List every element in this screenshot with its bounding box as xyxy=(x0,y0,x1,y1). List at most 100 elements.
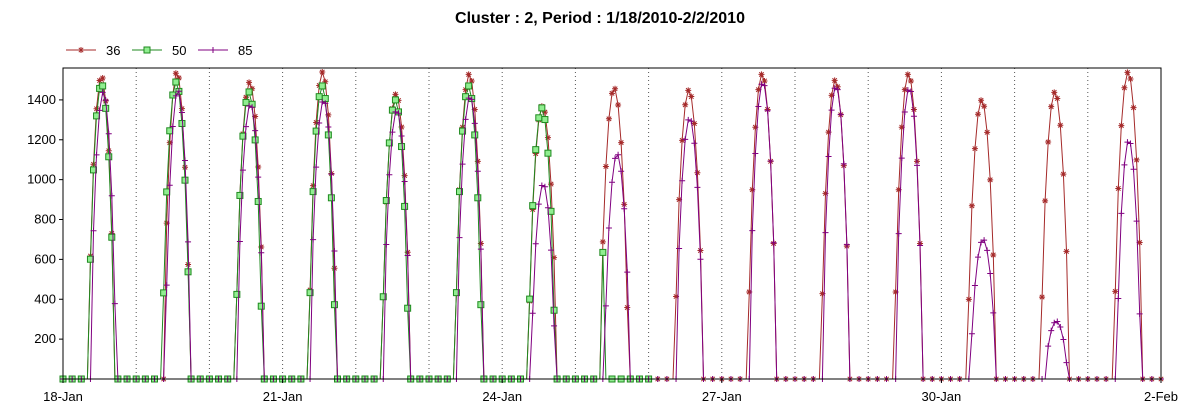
data-point-50 xyxy=(452,289,460,297)
data-point-36 xyxy=(1045,139,1052,146)
data-point-85 xyxy=(1115,295,1122,302)
data-point-85 xyxy=(978,239,985,246)
data-point-50 xyxy=(391,96,399,104)
data-point-36 xyxy=(551,254,558,261)
data-point-85 xyxy=(108,192,115,199)
data-point-50 xyxy=(462,93,470,101)
data-point-85 xyxy=(840,160,847,167)
data-point-50 xyxy=(169,91,177,99)
data-point-36 xyxy=(819,290,826,297)
data-point-36 xyxy=(462,86,469,93)
legend: 36 50 85 xyxy=(66,43,252,58)
data-point-85 xyxy=(392,108,399,115)
data-point-36 xyxy=(691,120,698,127)
data-point-85 xyxy=(386,171,393,178)
data-point-50 xyxy=(309,188,317,196)
data-point-36 xyxy=(1060,171,1067,178)
data-point-50 xyxy=(178,119,186,127)
data-point-36 xyxy=(1127,75,1134,82)
data-point-85 xyxy=(102,97,109,104)
data-point-85 xyxy=(1118,210,1125,217)
data-point-36 xyxy=(252,113,259,120)
data-point-85 xyxy=(602,302,609,309)
data-point-85 xyxy=(395,110,402,117)
data-point-36 xyxy=(609,90,615,97)
data-point-36 xyxy=(978,97,985,104)
data-point-50 xyxy=(465,82,473,90)
data-point-36 xyxy=(1042,197,1049,204)
data-point-85 xyxy=(837,111,844,118)
data-point-85 xyxy=(169,123,176,130)
data-point-85 xyxy=(544,204,551,211)
y-tick-label: 1000 xyxy=(27,172,56,187)
data-point-36 xyxy=(752,124,759,131)
data-point-50 xyxy=(245,88,253,96)
data-point-85 xyxy=(605,225,612,232)
data-point-85 xyxy=(243,123,249,130)
data-point-36 xyxy=(615,101,622,108)
data-point-85 xyxy=(914,162,920,169)
data-point-85 xyxy=(383,241,390,248)
data-point-36 xyxy=(1063,248,1070,255)
data-point-50 xyxy=(550,306,558,314)
data-point-85 xyxy=(1048,327,1055,334)
series-line-50 xyxy=(63,80,649,380)
data-point-50 xyxy=(181,176,189,184)
y-tick-label: 1200 xyxy=(27,132,56,147)
data-point-50 xyxy=(459,127,467,135)
data-point-85 xyxy=(1127,140,1134,147)
data-point-85 xyxy=(172,92,179,99)
data-point-85 xyxy=(331,247,338,254)
data-point-50 xyxy=(477,301,485,309)
data-point-36 xyxy=(1130,104,1137,111)
data-point-50 xyxy=(108,233,116,241)
data-point-50 xyxy=(379,293,387,301)
legend-marker xyxy=(143,46,151,54)
data-point-36 xyxy=(1057,122,1064,129)
data-point-50 xyxy=(330,301,338,309)
data-point-36 xyxy=(325,111,332,118)
data-point-36 xyxy=(471,106,478,113)
data-point-85 xyxy=(907,88,914,95)
data-point-36 xyxy=(548,181,554,188)
data-point-36 xyxy=(319,69,326,76)
data-point-36 xyxy=(682,101,689,108)
y-tick-label: 600 xyxy=(34,251,56,266)
data-point-85 xyxy=(404,252,411,259)
data-point-85 xyxy=(163,282,170,289)
data-point-36 xyxy=(1121,84,1128,91)
data-point-50 xyxy=(318,82,326,90)
data-point-85 xyxy=(679,177,686,184)
data-point-36 xyxy=(694,169,701,176)
data-point-36 xyxy=(465,71,472,78)
data-point-50 xyxy=(160,289,168,297)
data-point-85 xyxy=(532,240,539,247)
data-point-36 xyxy=(1115,185,1122,192)
data-point-50 xyxy=(471,131,479,139)
data-point-85 xyxy=(971,282,978,289)
data-point-85 xyxy=(917,242,924,249)
legend-item-50: 50 xyxy=(132,43,186,58)
axis-layer: 200 400 600 800 1000 1200 1400 18-Jan 21-Jan 24-J… xyxy=(27,92,1178,404)
data-point-36 xyxy=(685,87,692,94)
data-point-50 xyxy=(404,304,412,312)
legend-marker xyxy=(210,47,216,53)
data-point-36 xyxy=(673,293,680,300)
y-tick-label: 800 xyxy=(34,212,56,227)
data-point-85 xyxy=(1121,161,1128,168)
data-point-85 xyxy=(90,227,97,234)
y-tick-label: 400 xyxy=(34,291,56,306)
data-point-85 xyxy=(981,237,988,244)
data-point-85 xyxy=(761,82,768,89)
data-point-85 xyxy=(551,322,558,329)
data-point-36 xyxy=(605,115,612,122)
data-point-36 xyxy=(1112,288,1119,295)
data-point-85 xyxy=(984,247,991,254)
data-point-50 xyxy=(541,116,549,124)
data-point-85 xyxy=(755,103,762,110)
data-point-36 xyxy=(1133,156,1140,163)
data-point-85 xyxy=(322,100,329,107)
data-point-50 xyxy=(242,98,250,106)
data-point-36 xyxy=(96,77,103,84)
data-point-85 xyxy=(239,167,246,174)
